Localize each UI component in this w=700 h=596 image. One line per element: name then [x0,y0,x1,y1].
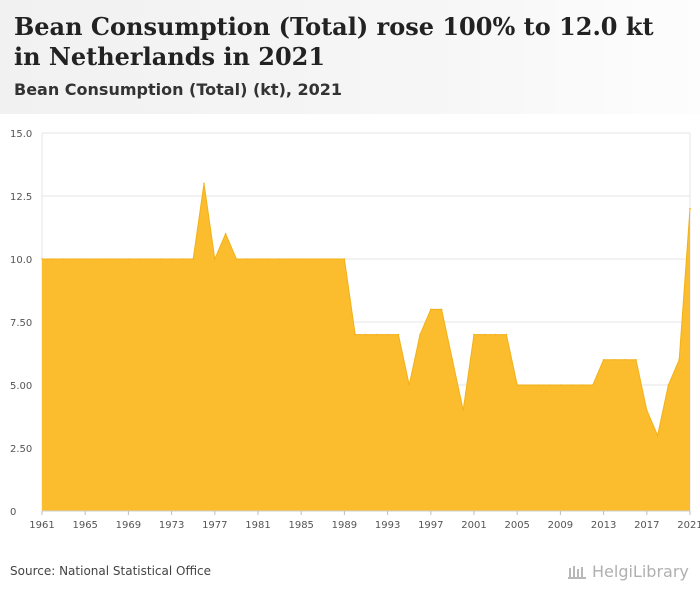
data-point [527,384,529,386]
x-tick-label: 1989 [332,520,357,531]
y-tick-label: 10.0 [10,255,32,266]
data-point [624,359,626,361]
chart-area: 0 2.50 5.00 7.50 10.0 12.5 15.0 1961 1965 1969 197… [10,129,700,531]
data-point [289,258,292,260]
data-point [41,258,43,260]
data-point [462,409,465,412]
data-point [192,258,194,260]
data-point [592,384,594,386]
x-tick-label: 2009 [548,520,573,531]
data-point [138,258,140,260]
x-tick-label: 2013 [591,520,616,531]
data-point [505,333,508,336]
y-tick-label: 2.50 [10,444,32,455]
data-point [73,258,76,260]
data-point [343,258,346,260]
x-tick-label: 1961 [29,520,54,531]
data-point [559,384,562,386]
data-point [300,258,303,260]
data-point [268,258,270,260]
brand-logo[interactable]: HelgiLibrary [568,562,689,581]
data-point [635,359,637,361]
data-point [581,384,583,386]
x-tick-label: 1985 [288,520,313,531]
x-tick-label: 2017 [634,520,659,531]
chart-subtitle: Bean Consumption (Total) (kt), 2021 [14,80,343,99]
data-point [170,258,173,260]
x-tick-label: 1973 [159,520,184,531]
data-point [354,333,357,336]
y-tick-label: 0 [10,507,16,518]
x-tick-label: 2001 [461,520,486,531]
data-point [570,384,572,386]
x-tick-label: 1977 [202,520,227,531]
data-point [484,333,486,336]
data-point [516,384,518,386]
source-note: Source: National Statistical Office [10,564,212,578]
x-tick-label: 1993 [375,520,400,531]
data-point [116,258,119,260]
data-point [84,258,86,260]
data-point [257,258,259,260]
data-point [408,384,411,386]
data-point [494,333,497,336]
data-point [548,384,551,386]
library-icon [568,565,586,579]
data-point [332,258,335,260]
data-point [246,258,248,260]
data-point [181,258,184,260]
header-band: Bean Consumption (Total) rose 100% to 12… [0,0,700,114]
data-point [397,333,400,336]
data-point [386,333,389,336]
page-title: Bean Consumption (Total) rose 100% to 12… [14,12,654,71]
data-point [95,258,97,260]
x-tick-label: 2005 [504,520,529,531]
data-point [667,384,670,386]
x-tick-label: 1981 [245,520,270,531]
area-series [42,183,690,511]
data-point [689,207,691,210]
data-point [538,384,540,386]
data-point [451,359,454,361]
data-point [322,258,324,260]
data-point [311,258,313,260]
data-point [224,233,227,235]
data-point [656,434,659,437]
data-point [419,333,421,336]
y-tick-label: 7.50 [10,318,32,329]
x-tick-label: 1969 [116,520,141,531]
data-point [149,258,151,260]
data-point [235,258,238,260]
y-tick-label: 15.0 [10,129,32,140]
data-point [440,308,443,311]
data-point [613,359,616,361]
data-point [214,258,216,260]
axis-layer: 0 2.50 5.00 7.50 10.0 12.5 15.0 1961 1965 1969 197… [10,129,700,531]
data-point [278,258,281,260]
data-point [678,359,680,361]
data-point [62,258,65,260]
y-tick-label: 5.00 [10,381,32,392]
brand-name: HelgiLibrary [592,562,689,581]
data-point [106,258,108,260]
area-layer [41,182,691,511]
data-point [473,333,475,336]
data-point [160,258,162,260]
data-point [203,182,205,185]
x-tick-label: 1997 [418,520,443,531]
data-point [376,333,378,336]
data-point [365,333,367,336]
data-point [602,359,605,361]
data-point [430,308,432,311]
data-point [646,409,648,412]
y-tick-label: 12.5 [10,192,32,203]
data-point [127,258,130,260]
x-tick-label: 2021 [677,520,700,531]
data-point [52,258,54,260]
x-tick-label: 1965 [72,520,97,531]
